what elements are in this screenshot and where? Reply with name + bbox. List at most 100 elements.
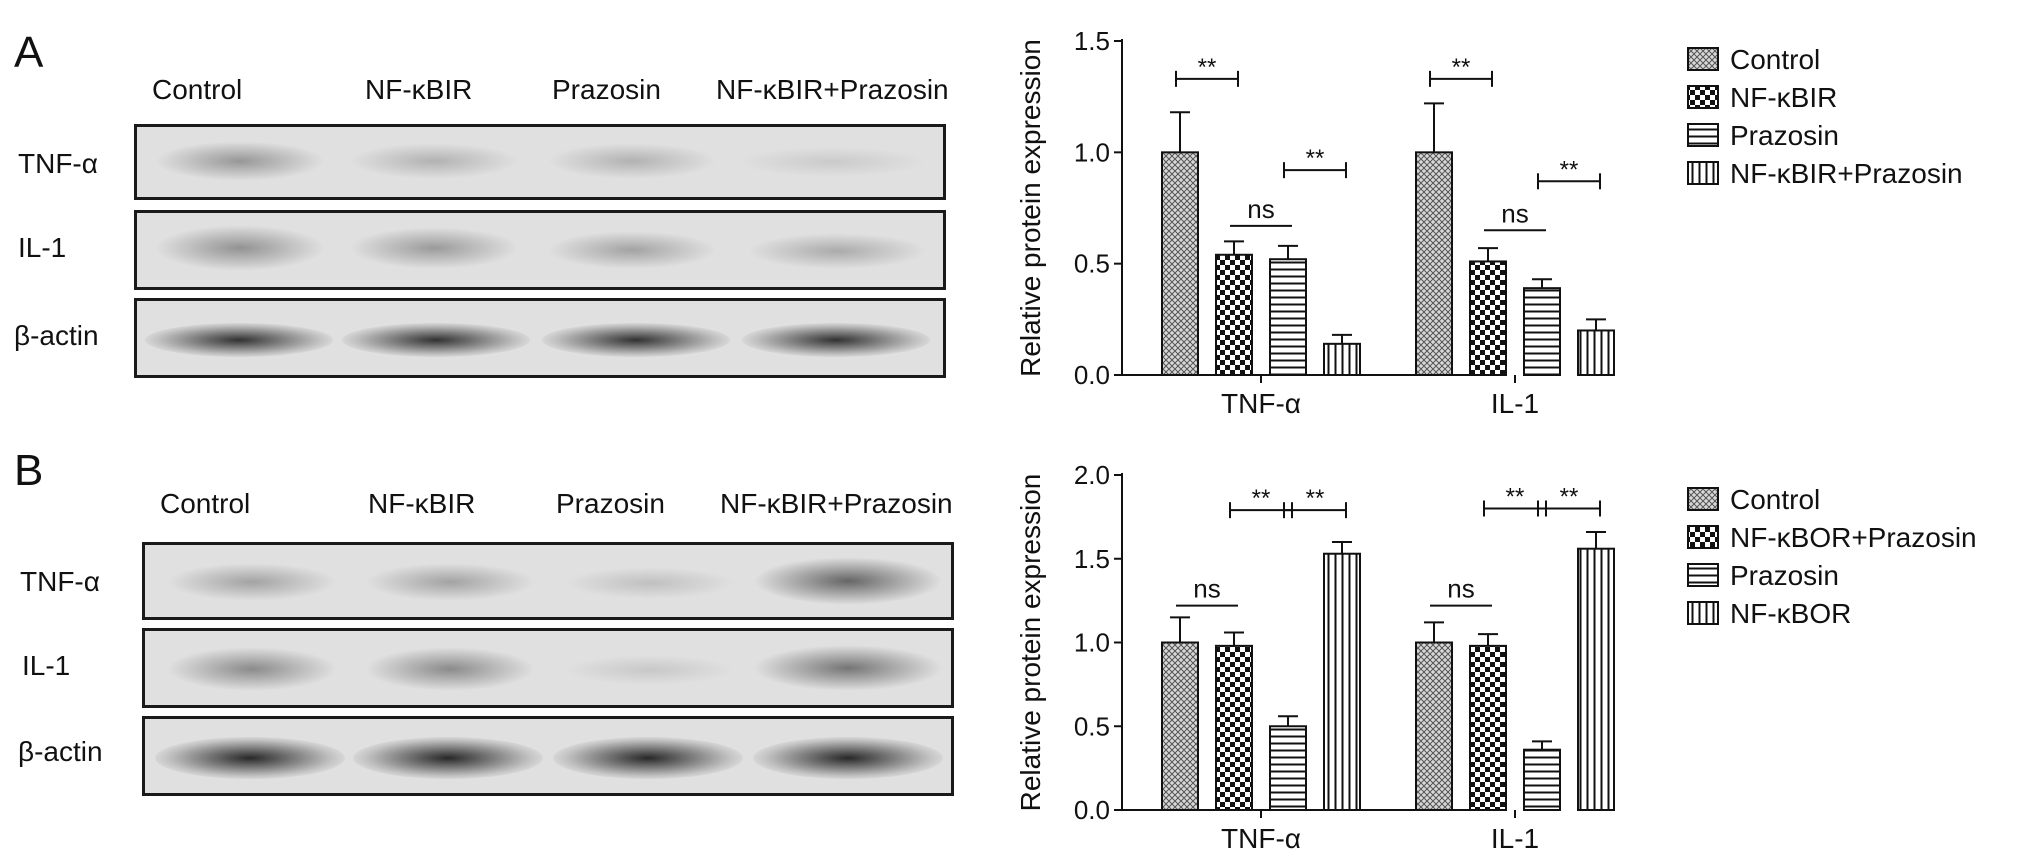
- significance-label: ns: [1247, 194, 1274, 224]
- y-tick-label: 0.5: [1074, 711, 1110, 741]
- band: [167, 647, 337, 691]
- legend-label-prazosin: Prazosin: [1730, 120, 1839, 151]
- bar-prazosin-il-1: [1523, 748, 1561, 812]
- legend-swatch-nf-bir-prazosin: [1687, 161, 1719, 185]
- legend-label-nf-bor: NF-κBOR: [1730, 598, 1851, 629]
- significance-label: ns: [1193, 574, 1220, 604]
- band: [742, 323, 930, 357]
- band: [155, 225, 325, 271]
- bar-nf-bir-prazosin-il-1: [1577, 329, 1615, 377]
- significance-label: **: [1306, 145, 1325, 172]
- row-label-actin: β-actin: [14, 320, 99, 351]
- band: [365, 563, 535, 601]
- lane-label-combo: NF-κBIR+Prazosin: [716, 74, 949, 105]
- lane-label-control: Control: [160, 488, 251, 519]
- legend-label-nf-bor-prazosin: NF-κBOR+Prazosin: [1730, 522, 1977, 553]
- legend-swatch-prazosin: [1687, 563, 1719, 587]
- band: [349, 143, 519, 179]
- band: [155, 141, 325, 181]
- y-axis-label: Relative protein expression: [1015, 474, 1046, 812]
- band: [753, 557, 943, 605]
- y-tick-label: 0.0: [1074, 360, 1110, 390]
- legend-label-nf-bir: NF-κBIR: [1730, 82, 1837, 113]
- significance-label: **: [1452, 54, 1471, 81]
- legend-label-control: Control: [1730, 484, 1820, 515]
- significance-label: ns: [1501, 198, 1528, 228]
- y-tick-label: 2.0: [1074, 460, 1110, 490]
- band: [547, 231, 717, 269]
- bar-control-tnf: [1161, 151, 1199, 376]
- band: [342, 323, 530, 357]
- legend-swatch-nf-bir: [1687, 85, 1719, 109]
- y-tick-label: 0.5: [1074, 249, 1110, 279]
- blot-b-tnf: [142, 542, 954, 620]
- x-tick-label-il-1: IL-1: [1491, 388, 1539, 419]
- legend-swatch-control: [1687, 487, 1719, 511]
- significance-label: **: [1560, 156, 1579, 183]
- row-label-il1: IL-1: [18, 232, 67, 263]
- blot-a-actin: [134, 298, 946, 378]
- band: [565, 567, 735, 599]
- bar-nf-bor-tnf: [1323, 552, 1361, 811]
- significance-label: **: [1560, 484, 1579, 511]
- bar-nf-bor-il-1: [1577, 547, 1615, 811]
- band: [349, 227, 519, 269]
- row-label-il1: IL-1: [22, 650, 71, 681]
- bar-control-il-1: [1415, 641, 1453, 811]
- band: [365, 647, 535, 691]
- blot-b-actin: [142, 716, 954, 796]
- legend-label-prazosin: Prazosin: [1730, 560, 1839, 591]
- row-label-tnf: TNF-α: [18, 148, 98, 179]
- legend-label-control: Control: [1730, 44, 1820, 75]
- legend-label-nf-bir-prazosin: NF-κBIR+Prazosin: [1730, 158, 1963, 189]
- bar-nf-bor-prazosin-il-1: [1469, 644, 1507, 811]
- lane-label-nfkbir: NF-κBIR: [368, 488, 476, 519]
- bar-prazosin-tnf: [1269, 725, 1307, 811]
- significance-label: **: [1252, 485, 1271, 512]
- lane-label-prazosin: Prazosin: [552, 74, 661, 105]
- blot-a-tnf: [134, 124, 946, 200]
- x-tick-label-il-1: IL-1: [1491, 823, 1539, 854]
- significance-label: ns: [1447, 574, 1474, 604]
- bar-nf-bir-il-1: [1469, 260, 1507, 376]
- bar-prazosin-tnf: [1269, 258, 1307, 377]
- legend-swatch-control: [1687, 47, 1719, 71]
- y-tick-label: 1.0: [1074, 137, 1110, 167]
- significance-label: **: [1506, 484, 1525, 511]
- significance-label: **: [1198, 54, 1217, 81]
- band: [753, 645, 943, 691]
- row-label-actin: β-actin: [18, 736, 103, 767]
- bar-prazosin-il-1: [1523, 287, 1561, 376]
- band: [747, 233, 927, 269]
- y-tick-label: 1.5: [1074, 544, 1110, 574]
- y-tick-label: 0.0: [1074, 795, 1110, 825]
- bar-nf-bir-prazosin-tnf: [1323, 342, 1361, 376]
- lane-label-prazosin: Prazosin: [556, 488, 665, 519]
- legend-swatch-nf-bor: [1687, 601, 1719, 625]
- bar-nf-bir-tnf: [1215, 253, 1253, 376]
- blot-b-il1: [142, 628, 954, 708]
- bar-control-tnf: [1161, 641, 1199, 811]
- bar-chart-b: Relative protein expression 0.0 0.5 1.0 1.5 2…: [1015, 460, 1977, 854]
- bar-control-il-1: [1415, 151, 1453, 376]
- lane-label-control: Control: [152, 74, 243, 105]
- x-tick-label-tnf: TNF-α: [1221, 388, 1301, 419]
- panel-b-letter: B: [14, 446, 44, 495]
- y-tick-label: 1.5: [1074, 26, 1110, 56]
- band: [547, 143, 717, 179]
- band: [145, 323, 333, 357]
- row-label-tnf: TNF-α: [20, 566, 100, 597]
- band: [542, 323, 730, 357]
- legend-swatch-nf-bor-prazosin: [1687, 525, 1719, 549]
- band: [155, 737, 345, 779]
- band: [753, 737, 943, 779]
- band: [353, 737, 543, 779]
- lane-label-combo: NF-κBIR+Prazosin: [720, 488, 953, 519]
- significance-label: **: [1306, 485, 1325, 512]
- band: [565, 655, 735, 685]
- legend-swatch-prazosin: [1687, 123, 1719, 147]
- band: [553, 737, 743, 779]
- bar-nf-bor-prazosin-tnf: [1215, 644, 1253, 811]
- band: [167, 563, 337, 601]
- panel-a-letter: A: [14, 28, 44, 77]
